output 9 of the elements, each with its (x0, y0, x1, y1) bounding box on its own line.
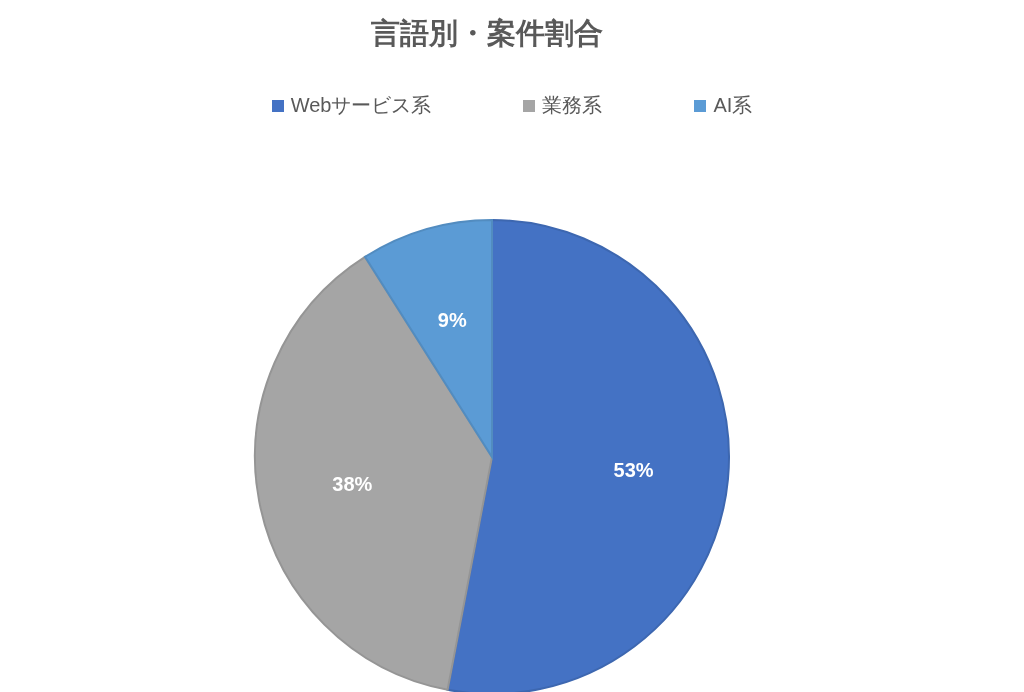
legend-label: 業務系 (542, 93, 603, 118)
pie-slice (254, 255, 493, 691)
legend-label: Webサービス系 (290, 93, 432, 118)
data-label: 38% (332, 472, 373, 495)
legend-label: AI系 (713, 93, 753, 118)
data-label: 9% (437, 309, 467, 332)
chart-title: 言語別・案件割合 (370, 16, 604, 51)
data-label: 53% (613, 459, 654, 482)
pie-slice (364, 219, 493, 458)
